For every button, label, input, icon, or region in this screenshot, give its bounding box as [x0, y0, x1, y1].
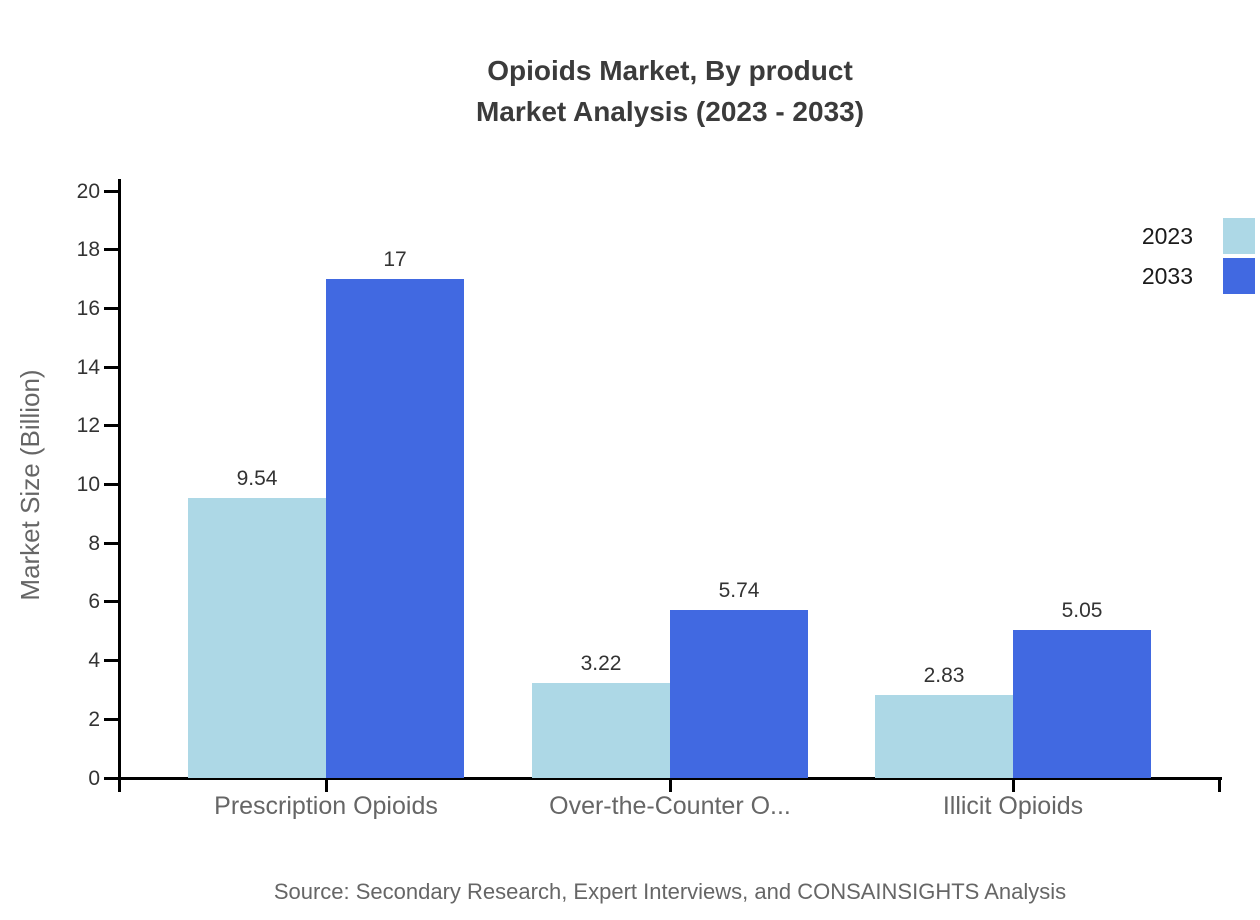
y-axis-tick — [104, 541, 119, 545]
bar-2033-illicit-opioids — [1013, 629, 1151, 778]
y-axis-tick-label: 12 — [76, 414, 100, 438]
y-axis-tick-label: 16 — [76, 296, 100, 320]
legend-label-2033: 2033 — [1141, 262, 1193, 289]
x-axis-category-label: Illicit Opioids — [942, 792, 1084, 820]
x-axis-tick — [324, 778, 328, 792]
x-axis-category-label: Prescription Opioids — [214, 792, 438, 820]
x-axis-end-tick — [1218, 778, 1221, 792]
x-axis-tick — [1011, 778, 1015, 792]
chart-title-line2: Market Analysis (2023 - 2033) — [475, 96, 865, 127]
bar-value-label: 5.05 — [1061, 598, 1103, 622]
y-axis-tick — [104, 248, 119, 252]
y-axis-tick-label: 10 — [76, 473, 100, 496]
y-axis-tick — [104, 483, 119, 486]
bar-value-label: 5.74 — [718, 578, 760, 602]
y-axis-tick-label: 6 — [88, 590, 100, 614]
y-axis-tick — [104, 600, 119, 604]
chart-title-line1: Opioids Market, By product — [487, 55, 853, 86]
legend-item-2033: 2033 — [1142, 258, 1255, 294]
bar-value-label: 2.83 — [923, 663, 965, 687]
y-axis-tick — [104, 776, 119, 780]
chart-title: Opioids Market, By product Market Analys… — [80, 50, 1260, 132]
x-axis-tick — [668, 778, 672, 792]
bar-2023-over-the-counter-o — [532, 683, 670, 778]
bar-2023-prescription-opioids — [188, 498, 326, 778]
bar-2033-prescription-opioids — [326, 279, 464, 778]
y-axis-tick-label: 2 — [88, 707, 100, 731]
legend-swatch-2033 — [1223, 258, 1255, 294]
y-axis-tick — [104, 659, 119, 663]
y-axis-tick-label: 8 — [88, 531, 100, 555]
legend-item-2023: 2023 — [1142, 218, 1255, 254]
y-axis-tick — [104, 424, 119, 428]
legend-swatch-2023 — [1223, 218, 1255, 254]
y-axis-tick-label: 14 — [76, 355, 100, 379]
y-axis-line — [118, 179, 121, 792]
y-axis-tick — [104, 365, 119, 369]
legend-label-2023: 2023 — [1141, 222, 1193, 249]
bar-value-label: 17 — [383, 248, 407, 272]
bar-value-label: 9.54 — [236, 467, 278, 490]
legend: 2023 2033 — [1142, 218, 1255, 298]
bar-2023-illicit-opioids — [875, 694, 1013, 778]
x-axis-category-label: Over-the-Counter O... — [549, 792, 791, 820]
y-axis-tick-label: 0 — [88, 766, 100, 790]
y-axis-tick-label: 4 — [88, 649, 100, 673]
y-axis-tick — [104, 717, 119, 721]
y-axis-tick — [104, 306, 119, 310]
bar-value-label: 3.22 — [580, 652, 622, 676]
y-axis-tick-label: 18 — [76, 238, 100, 262]
bar-2033-over-the-counter-o — [670, 609, 808, 778]
y-axis-tick-label: 20 — [76, 179, 100, 203]
source-text: Source: Secondary Research, Expert Inter… — [273, 879, 1067, 904]
y-axis-tick — [104, 189, 119, 193]
